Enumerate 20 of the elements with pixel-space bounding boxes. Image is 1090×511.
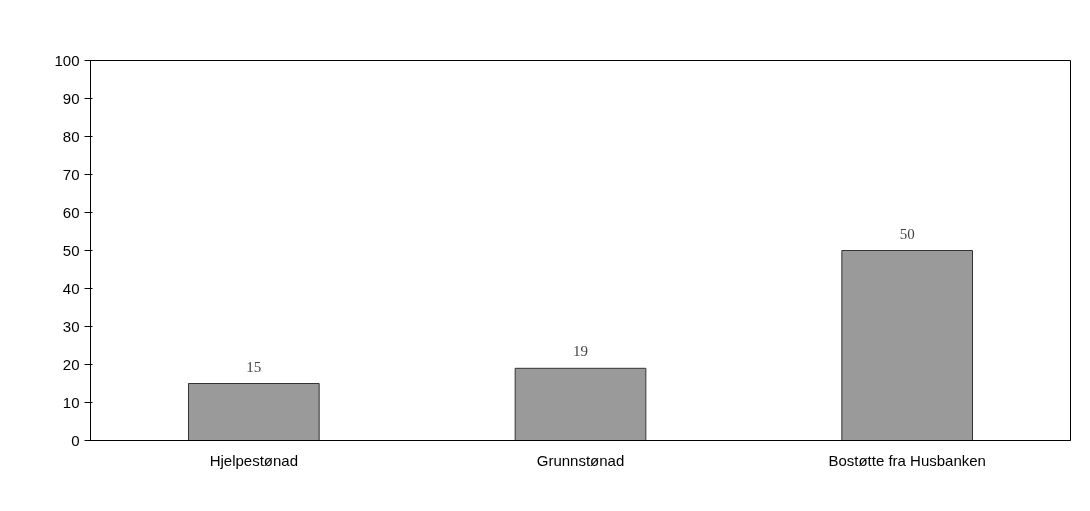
- y-tick-label: 0: [71, 431, 80, 449]
- y-tick-label: 80: [62, 127, 80, 145]
- y-tick-label: 40: [62, 279, 80, 297]
- data-label: 50: [899, 225, 915, 242]
- x-tick-label: Hjelpestønad: [209, 451, 299, 469]
- y-tick-label: 90: [62, 89, 80, 107]
- bar: [188, 383, 320, 441]
- data-label: 15: [246, 358, 262, 375]
- bar: [841, 250, 973, 441]
- y-tick-label: 10: [62, 393, 80, 411]
- bar: [514, 367, 647, 441]
- y-tick-label: 20: [62, 355, 80, 373]
- y-tick-label: 30: [62, 317, 80, 335]
- x-tick-label: Grunnstønad: [536, 451, 625, 469]
- y-tick-label: 70: [62, 165, 80, 183]
- y-tick-label: 100: [54, 51, 80, 69]
- x-tick-label: Bostøtte fra Husbanken: [828, 451, 986, 469]
- data-label: 19: [573, 343, 588, 360]
- y-tick-label: 60: [62, 203, 80, 221]
- y-tick-label: 50: [62, 241, 80, 259]
